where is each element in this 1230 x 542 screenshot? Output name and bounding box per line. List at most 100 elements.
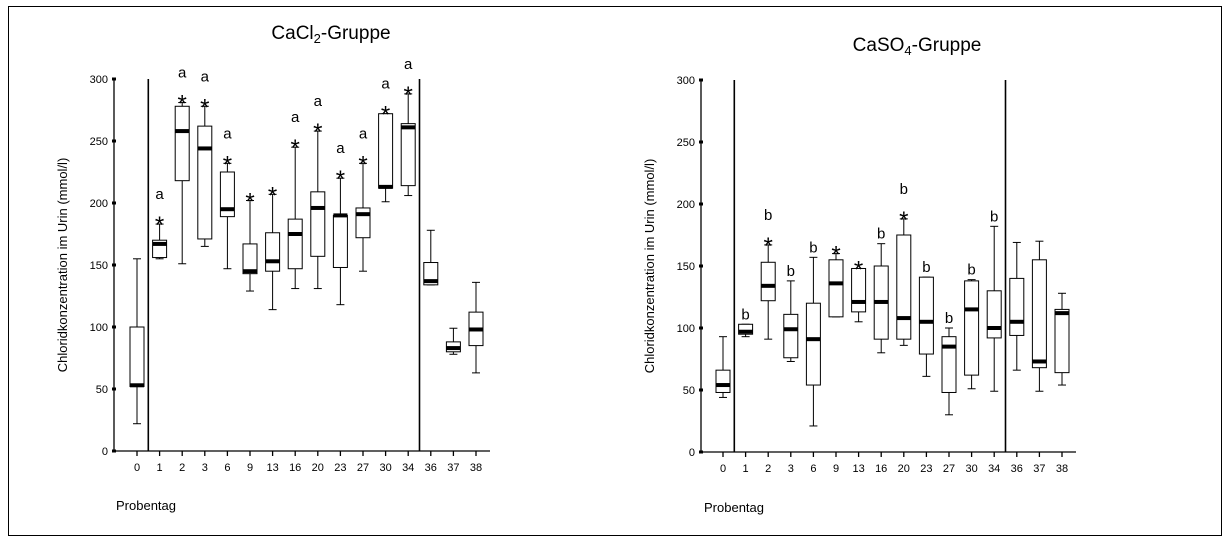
chart1-x-tick-label: 36 [425, 462, 437, 474]
chart2-y-axis-label: Chloridkonzentration im Urin (mmol/l) [642, 159, 657, 374]
chart1-box [129, 326, 145, 388]
chart2-x-tick-label: 6 [810, 463, 816, 475]
chart2-box [896, 234, 912, 340]
chart2-y-tick-mark [699, 140, 703, 144]
chart1-significance-star: * [200, 94, 209, 121]
chart2-y-tick-mark [699, 202, 703, 206]
chart2-y-tick-label: 0 [689, 447, 695, 459]
chart2-significance-star: * [831, 242, 840, 269]
chart2-x-tick-label: 23 [920, 463, 932, 475]
chart2-x-tick-label: 0 [720, 463, 726, 475]
chart1-y-tick-mark [112, 77, 116, 81]
chart1-significance-star: * [268, 182, 277, 209]
chart2-y-tick-mark [699, 78, 703, 82]
chart2-x-tick-label: 13 [852, 463, 864, 475]
chart1-y-tick-mark [112, 387, 116, 391]
chart2-x-tick-label: 2 [765, 463, 771, 475]
chart2-box [986, 290, 1002, 339]
chart1-x-tick-label: 30 [379, 462, 391, 474]
chart2-box [964, 280, 980, 376]
chart1-x-tick-label: 34 [402, 462, 414, 474]
chart2-x-tick-label: 37 [1033, 463, 1045, 475]
chart2-x-tick-label: 38 [1056, 463, 1068, 475]
chart1-x-tick-label: 23 [334, 462, 346, 474]
chart1-y-tick-label: 0 [102, 446, 108, 458]
chart2-significance-letter: b [990, 208, 998, 225]
chart2-significance-letter: b [787, 263, 795, 280]
chart2-y-tick-mark [699, 326, 703, 330]
chart1-x-tick-label: 37 [447, 462, 459, 474]
chart1-significance-star: * [313, 119, 322, 146]
chart1-x-tick-label: 9 [247, 462, 253, 474]
chart2-box [783, 313, 799, 359]
chart1-significance-star: * [178, 91, 187, 118]
chart1-x-tick-label: 6 [224, 462, 230, 474]
chart2-box [1054, 308, 1070, 374]
chart1-significance-star: * [381, 102, 390, 129]
chart2-x-tick-label: 36 [1011, 463, 1023, 475]
chart1-box [219, 171, 235, 218]
chart1-x-tick-label: 16 [289, 462, 301, 474]
chart1-significance-letter: a [155, 186, 164, 203]
chart1-y-tick-label: 200 [90, 198, 108, 210]
chart2-significance-letter: b [764, 207, 772, 224]
chart1-significance-star: * [358, 151, 367, 178]
chart2-significance-star: * [764, 233, 773, 260]
chart1-box [242, 243, 258, 275]
chart1-x-tick-label: 2 [179, 462, 185, 474]
chart2-significance-letter: b [741, 306, 749, 323]
chart1-significance-letter: a [201, 68, 210, 85]
chart2-y-tick-mark [699, 388, 703, 392]
chart2-x-tick-label: 1 [743, 463, 749, 475]
chart2-box [828, 259, 844, 318]
chart2-significance-letter: b [877, 226, 885, 243]
chart1-significance-star: * [245, 189, 254, 216]
chart1-y-tick-mark [112, 139, 116, 143]
chart1-y-tick-mark [112, 263, 116, 267]
chart1-x-tick-label: 20 [312, 462, 324, 474]
chart1-significance-letter: a [336, 140, 345, 157]
chart1-box [197, 125, 213, 240]
chart1-box [287, 218, 303, 270]
chart2-box [760, 261, 776, 302]
chart2-box [1009, 277, 1025, 336]
chart2-box [738, 323, 754, 335]
chart1-x-tick-label: 27 [357, 462, 369, 474]
chart2-x-axis-label: Probentag [704, 500, 764, 515]
chart1-significance-star: * [291, 135, 300, 162]
chart2-x-tick-label: 34 [988, 463, 1000, 475]
chart2-y-tick-label: 250 [677, 137, 695, 149]
chart1-box [265, 232, 281, 272]
chart1-title: CaCl2-Gruppe [271, 23, 390, 46]
chart1-y-tick-mark [112, 325, 116, 329]
chart1-significance-star: * [223, 151, 232, 178]
chart2-box [715, 369, 731, 393]
chart1-y-tick-label: 100 [90, 322, 108, 334]
chart1-x-axis-label: Probentag [116, 498, 176, 513]
chart2-significance-letter: b [809, 239, 817, 256]
chart1-y-tick-label: 150 [90, 260, 108, 272]
chart2-y-tick-label: 200 [677, 199, 695, 211]
chart1-x-tick-label: 0 [134, 462, 140, 474]
chart1-significance-star: * [404, 82, 413, 109]
chart1-y-axis-label: Chloridkonzentration im Urin (mmol/l) [55, 158, 70, 373]
chart2-box [1031, 259, 1047, 369]
chart1-significance-star: * [155, 212, 164, 239]
chart2-y-tick-mark [699, 264, 703, 268]
chart1-significance-letter: a [359, 125, 368, 142]
chart1-significance-star: * [336, 166, 345, 193]
chart1-y-tick-label: 300 [90, 74, 108, 86]
chart1-x-tick-label: 13 [266, 462, 278, 474]
chart1-significance-letter: a [223, 125, 232, 142]
chart2-significance-letter: b [900, 181, 908, 198]
chart1-significance-letter: a [381, 76, 390, 93]
figure-frame: CaCl2-Gruppe 0 50 100 150 200 250 300 0 1 2 3 6 9 13 16… [8, 6, 1222, 536]
chart2-box [805, 302, 821, 386]
chart1-y-tick-label: 50 [96, 384, 108, 396]
chart1-x-tick-label: 1 [157, 462, 163, 474]
chart1-box [400, 123, 416, 187]
chart2-box [918, 276, 934, 355]
chart1-significance-letter: a [404, 56, 413, 73]
chart2-title: CaSO4-Gruppe [853, 35, 982, 58]
